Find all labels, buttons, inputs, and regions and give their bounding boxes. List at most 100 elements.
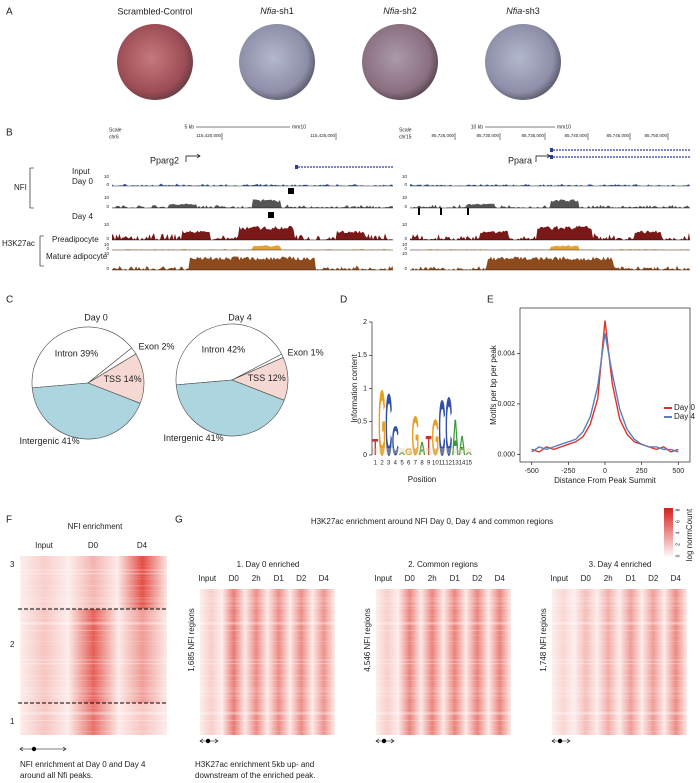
gene-label: Ppara bbox=[508, 155, 532, 165]
y-tick-label: 2 bbox=[363, 319, 367, 326]
legend-label: Day 4 bbox=[674, 412, 695, 421]
logo-background bbox=[405, 448, 412, 454]
exon bbox=[550, 148, 553, 152]
pie-title: Day 0 bbox=[84, 312, 108, 322]
track-scale: 0 bbox=[106, 246, 109, 251]
logo-background bbox=[372, 448, 379, 454]
logo-letter: G bbox=[432, 409, 439, 466]
logo-letter: C bbox=[385, 378, 392, 475]
heatmap-noise bbox=[118, 556, 167, 735]
heatmap-noise bbox=[69, 556, 118, 735]
cluster-label: 1 bbox=[10, 717, 15, 726]
track-scale: 10 bbox=[104, 195, 110, 200]
x-tick-label: 0 bbox=[603, 468, 607, 475]
value-label: 2% bbox=[161, 342, 174, 352]
group-label: NFI bbox=[14, 183, 27, 192]
track-scale: 10 bbox=[402, 251, 408, 256]
x-tick-label: 12 bbox=[445, 461, 452, 467]
track-scale: 10 bbox=[402, 222, 408, 227]
heatmap-noise bbox=[443, 589, 466, 735]
logo-background bbox=[452, 448, 459, 454]
heatmap-noise bbox=[574, 589, 597, 735]
scale-label: Scale bbox=[399, 127, 412, 133]
exon bbox=[550, 155, 553, 159]
legend-label: Day 0 bbox=[674, 403, 695, 412]
subpanel-title: 2. Common regions bbox=[408, 560, 478, 569]
logo-letter: C bbox=[445, 379, 452, 473]
gene-name: Nfia bbox=[383, 6, 399, 16]
row-count: 1,685 NFI regions bbox=[187, 608, 196, 672]
group-label: H3K27ac bbox=[2, 239, 35, 248]
column-label: D0 bbox=[581, 574, 592, 583]
value-label: 41% bbox=[62, 436, 80, 446]
column-label: Input bbox=[35, 541, 54, 550]
plate bbox=[239, 24, 315, 100]
y-tick-label: 0.004 bbox=[497, 350, 515, 357]
column-label: 2h bbox=[428, 574, 437, 583]
column-label: D1 bbox=[450, 574, 461, 583]
panel-label: G bbox=[175, 515, 183, 526]
track-label: Day 0 bbox=[72, 177, 93, 186]
peak-call bbox=[467, 208, 469, 215]
column-label: Input bbox=[374, 574, 393, 583]
x-tick-label: 14 bbox=[459, 461, 466, 467]
peak-call bbox=[418, 208, 420, 215]
signal-track bbox=[112, 245, 393, 250]
column-label: D2 bbox=[472, 574, 483, 583]
coordinate: 85,730,000 bbox=[476, 133, 499, 138]
column-label: D0 bbox=[405, 574, 416, 583]
value-label: 1% bbox=[311, 348, 324, 358]
colorbar-tick: 2 bbox=[675, 543, 681, 546]
pie-label: Exon 1% bbox=[288, 348, 324, 358]
chrom: chr15 bbox=[399, 134, 412, 140]
scale-label: Scale bbox=[109, 127, 122, 133]
construct: -sh2 bbox=[399, 6, 417, 16]
tss-arrow bbox=[535, 153, 551, 162]
axis-title: Position bbox=[408, 475, 436, 484]
value-label: 39% bbox=[80, 349, 98, 359]
colorbar-tick: 8 bbox=[675, 508, 681, 511]
plate-label: Nfia-sh2 bbox=[383, 6, 417, 16]
line-series bbox=[531, 320, 679, 453]
peak-dot bbox=[31, 746, 37, 752]
track-scale: 0 bbox=[404, 204, 407, 209]
bracket bbox=[29, 167, 34, 209]
coordinate: 85,740,000 bbox=[564, 133, 587, 138]
x-tick-label: 10 bbox=[432, 461, 439, 467]
heatmap-noise bbox=[290, 589, 313, 735]
heatmap-noise bbox=[664, 589, 687, 735]
arrowheads bbox=[19, 746, 67, 752]
logo-letter: C bbox=[392, 419, 399, 464]
peak-dot bbox=[205, 738, 211, 744]
x-tick-label: 7 bbox=[414, 461, 418, 467]
pie-label: TSS 12% bbox=[248, 374, 286, 384]
signal-track bbox=[410, 245, 690, 250]
track-scale: 0 bbox=[106, 236, 109, 241]
scale-bar-label: 5 kb bbox=[185, 124, 195, 130]
gene-name: Nfia bbox=[506, 6, 522, 16]
value-label: 41% bbox=[206, 433, 224, 443]
gene-label: Pparg2 bbox=[150, 155, 179, 165]
x-tick-label: 13 bbox=[452, 461, 459, 467]
caption: around all Nfi peaks. bbox=[20, 771, 93, 780]
chrom: chr6 bbox=[109, 134, 119, 140]
signal-track bbox=[112, 183, 393, 186]
column-label: D2 bbox=[296, 574, 307, 583]
track-scale: 10 bbox=[402, 195, 408, 200]
heatmap-noise bbox=[642, 589, 665, 735]
x-tick-label: 2 bbox=[380, 461, 384, 467]
x-tick-label: 4 bbox=[394, 461, 398, 467]
logo-letter: G bbox=[378, 372, 385, 475]
cluster-label: 3 bbox=[10, 560, 15, 569]
category: Exon bbox=[288, 348, 309, 358]
x-tick-label: 250 bbox=[636, 468, 648, 475]
logo-background bbox=[465, 448, 472, 454]
logo-letter: T bbox=[372, 434, 378, 460]
logo-letter: A bbox=[399, 451, 407, 457]
heatmap-noise bbox=[245, 589, 268, 735]
signal-track bbox=[410, 183, 690, 186]
coordinate: 85,750,000 bbox=[644, 133, 667, 138]
pie-label: Intron 39% bbox=[55, 349, 99, 359]
signal-track bbox=[410, 199, 690, 208]
signal-track bbox=[112, 256, 393, 270]
